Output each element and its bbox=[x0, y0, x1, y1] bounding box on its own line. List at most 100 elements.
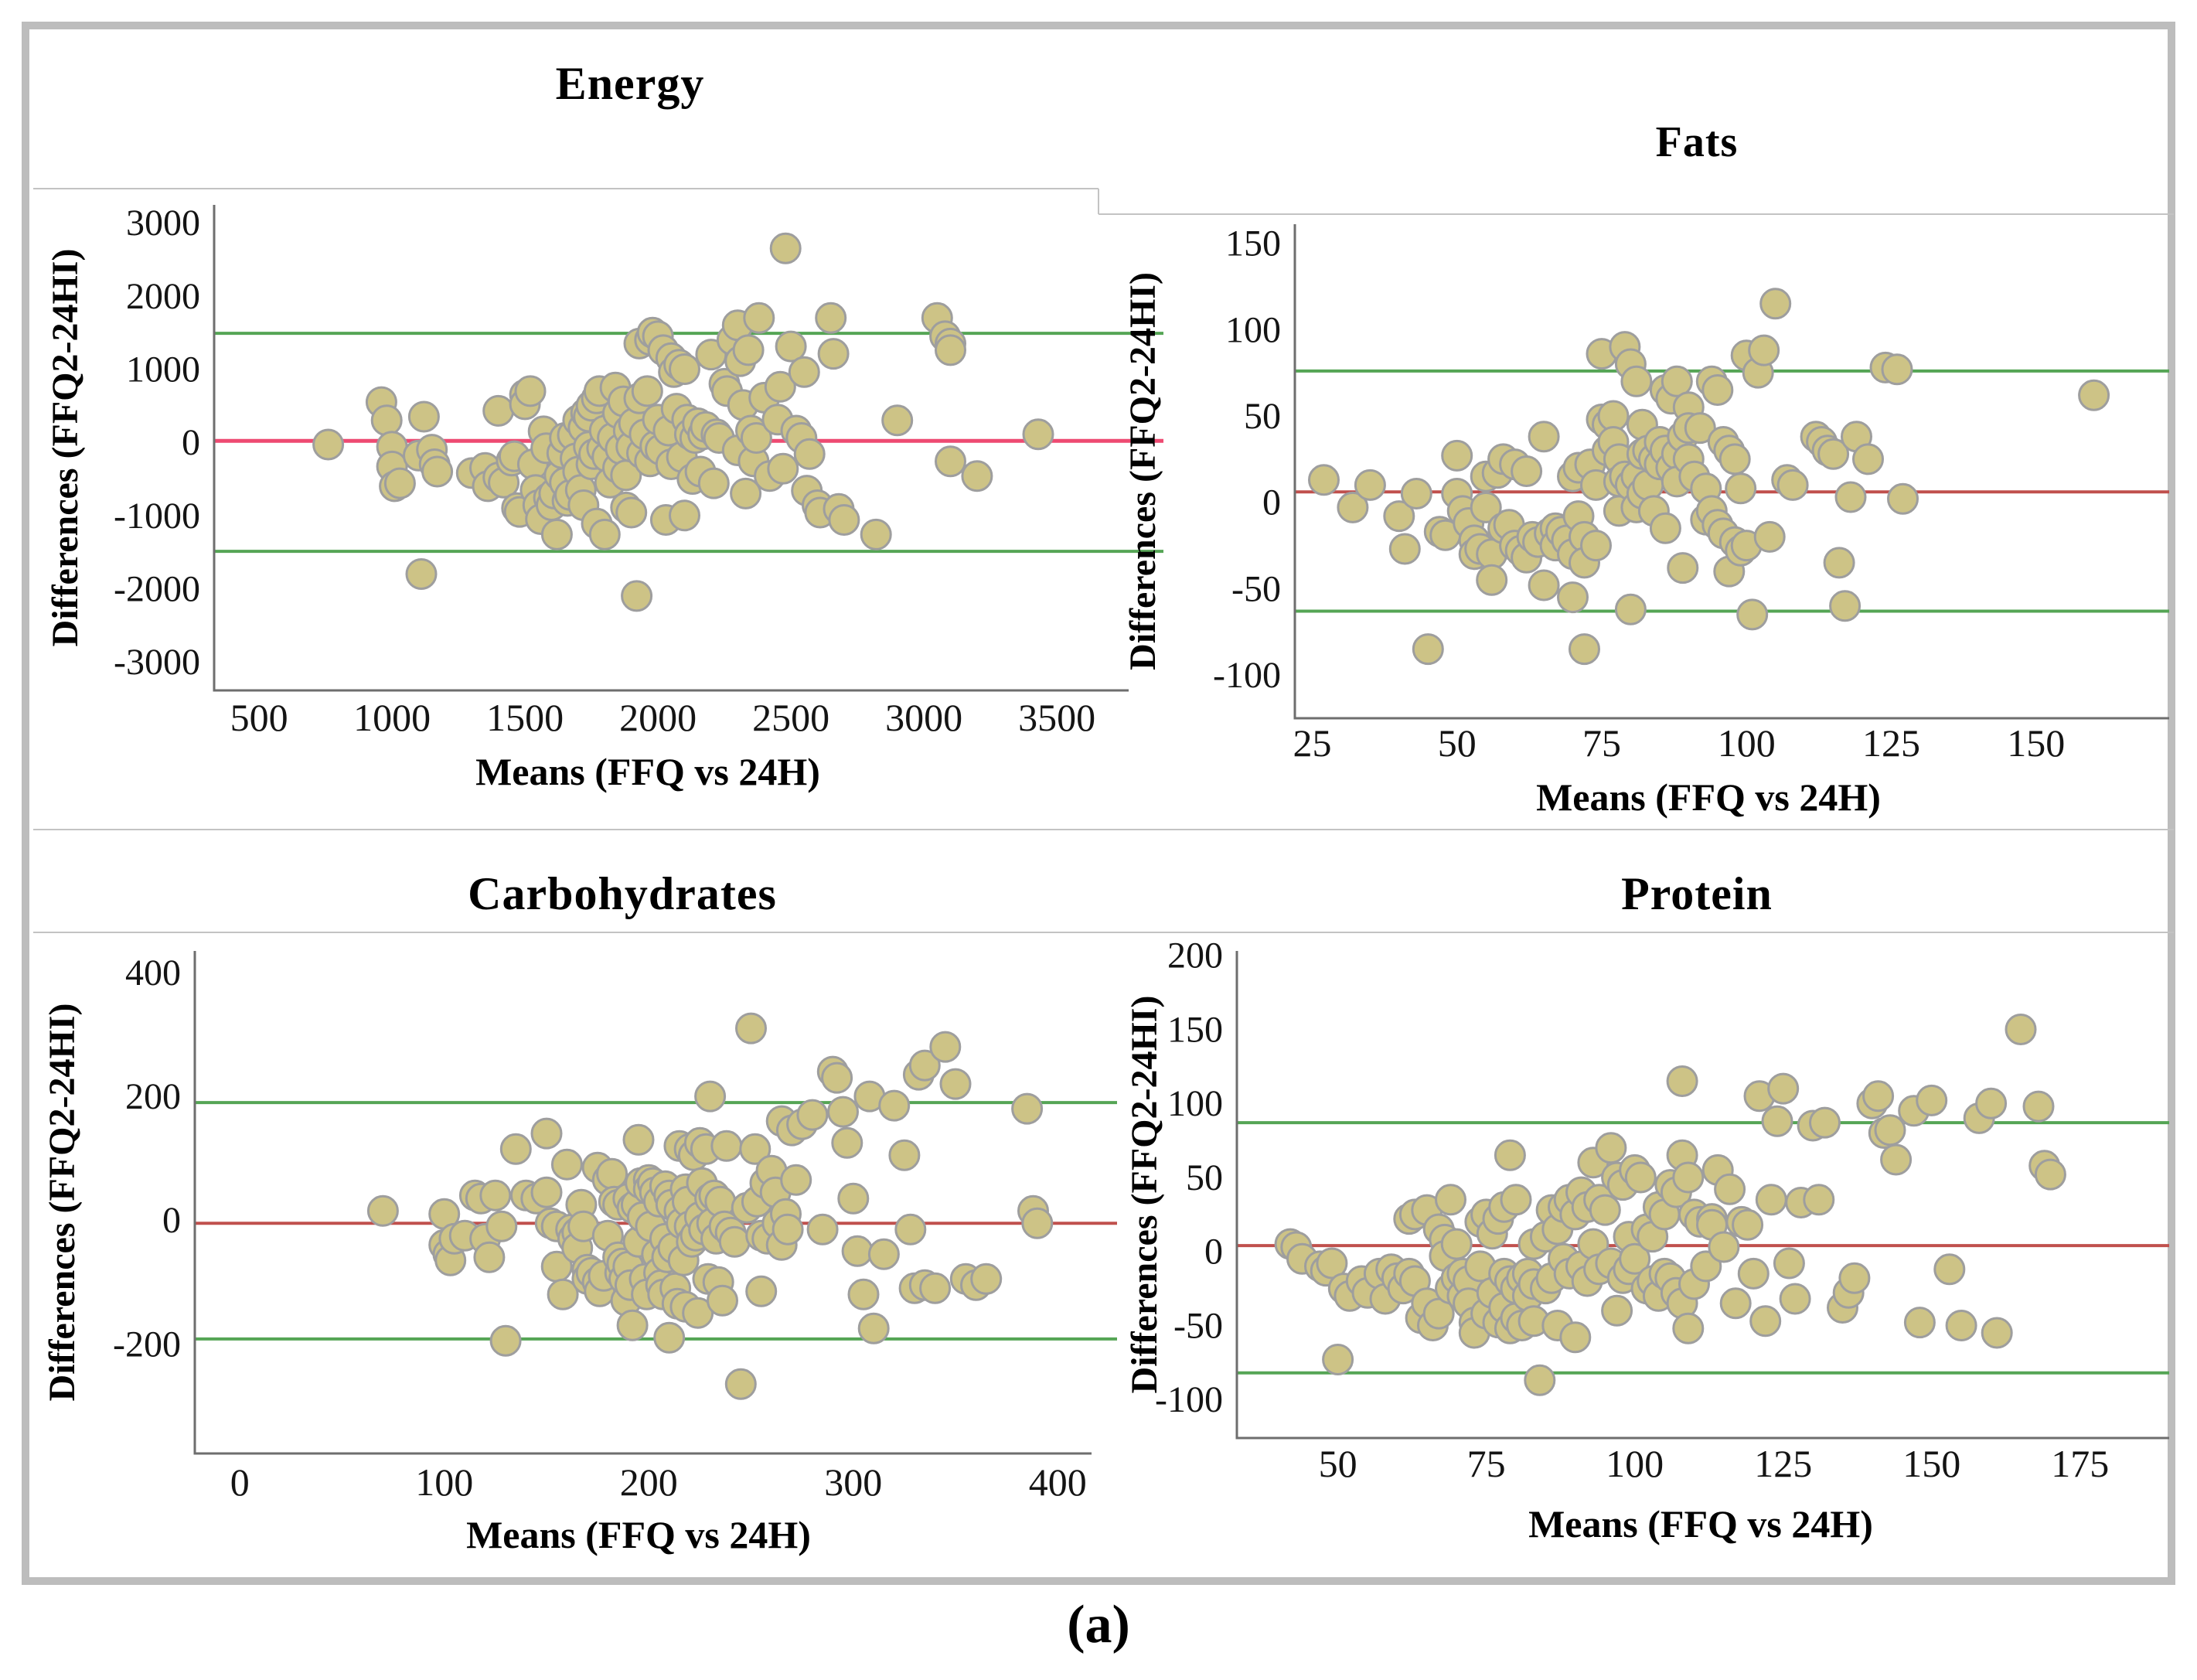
x-tick-label: 75 bbox=[1467, 1442, 1506, 1485]
y-tick-label: -100 bbox=[1213, 655, 1281, 696]
data-point bbox=[697, 467, 730, 499]
data-point bbox=[735, 1012, 767, 1044]
data-point bbox=[1753, 520, 1786, 553]
data-point bbox=[473, 1241, 506, 1273]
data-point bbox=[1589, 1194, 1621, 1226]
data-point bbox=[370, 404, 403, 437]
y-tick-label: 200 bbox=[1167, 935, 1223, 976]
data-point bbox=[780, 1164, 812, 1196]
data-point bbox=[1672, 1312, 1705, 1344]
data-point bbox=[1614, 593, 1647, 625]
data-point bbox=[732, 334, 765, 366]
figure-caption: (a) bbox=[1067, 1595, 1130, 1654]
data-point bbox=[366, 1194, 399, 1227]
data-point bbox=[739, 1133, 772, 1165]
data-point bbox=[489, 1324, 522, 1357]
data-point bbox=[929, 1031, 962, 1063]
data-point bbox=[1880, 1143, 1913, 1176]
data-point bbox=[669, 499, 700, 532]
y-axis-label: Differences (FFQ2-24HI) bbox=[42, 1004, 83, 1402]
x-tick-label: 2000 bbox=[619, 696, 697, 739]
data-point bbox=[908, 1049, 941, 1082]
data-point bbox=[1569, 633, 1600, 666]
data-point bbox=[499, 1133, 532, 1165]
x-tick-label: 0 bbox=[230, 1460, 250, 1504]
y-tick-label: 0 bbox=[1262, 482, 1281, 523]
data-point bbox=[1595, 1132, 1627, 1164]
x-axis-label: Means (FFQ vs 24H) bbox=[475, 750, 820, 793]
y-tick-label: 50 bbox=[1244, 396, 1281, 437]
data-point bbox=[767, 452, 799, 485]
y-tick-label: 100 bbox=[1167, 1083, 1223, 1124]
data-point bbox=[622, 1123, 655, 1156]
data-point bbox=[1903, 1307, 1936, 1339]
data-point bbox=[718, 1225, 751, 1258]
data-point bbox=[935, 445, 966, 478]
data-point bbox=[1823, 547, 1855, 579]
data-point bbox=[1494, 1139, 1526, 1171]
data-point bbox=[1755, 1184, 1787, 1216]
data-point bbox=[1829, 590, 1861, 622]
data-point bbox=[841, 1235, 874, 1267]
data-point bbox=[530, 1176, 563, 1208]
data-point bbox=[1776, 469, 1809, 501]
data-point bbox=[1718, 443, 1751, 475]
x-tick-label: 100 bbox=[1718, 721, 1776, 765]
y-tick-label: 2000 bbox=[126, 276, 200, 317]
x-tick-label: 50 bbox=[1438, 721, 1477, 765]
data-point bbox=[1759, 288, 1792, 320]
x-tick-label: 125 bbox=[1862, 721, 1920, 765]
data-point bbox=[961, 460, 993, 492]
x-tick-label: 3500 bbox=[1018, 696, 1095, 739]
x-axis-label: Means (FFQ vs 24H) bbox=[466, 1513, 811, 1556]
data-point bbox=[1528, 421, 1560, 453]
y-tick-label: 0 bbox=[162, 1200, 181, 1241]
y-tick-label: 3000 bbox=[126, 203, 200, 244]
data-point bbox=[1412, 633, 1444, 666]
data-point bbox=[970, 1263, 1003, 1295]
x-axis-label: Means (FFQ vs 24H) bbox=[1536, 775, 1881, 819]
data-point bbox=[530, 1117, 563, 1150]
data-point bbox=[1383, 500, 1415, 533]
x-tick-label: 150 bbox=[1902, 1442, 1960, 1485]
data-point bbox=[743, 302, 775, 334]
data-point bbox=[1524, 1364, 1556, 1396]
data-point bbox=[547, 1278, 579, 1310]
x-tick-label: 400 bbox=[1029, 1460, 1087, 1504]
data-point bbox=[837, 1182, 870, 1215]
data-point bbox=[1981, 1317, 2013, 1349]
data-point bbox=[817, 338, 850, 370]
data-point bbox=[1337, 491, 1369, 523]
data-point bbox=[772, 1213, 804, 1246]
data-point bbox=[831, 1126, 863, 1159]
data-point bbox=[1322, 1344, 1354, 1375]
data-point bbox=[764, 370, 796, 403]
data-point bbox=[1620, 365, 1653, 397]
data-point bbox=[1580, 530, 1612, 562]
data-point bbox=[616, 1309, 649, 1341]
data-point bbox=[1500, 1184, 1532, 1216]
data-point bbox=[775, 330, 807, 363]
axis-spine bbox=[1293, 224, 2169, 720]
data-point bbox=[1803, 1184, 1835, 1216]
data-point bbox=[740, 422, 772, 454]
data-point bbox=[1388, 533, 1421, 565]
data-point bbox=[1767, 1072, 1800, 1105]
data-point bbox=[1708, 1231, 1740, 1263]
data-point bbox=[857, 1312, 890, 1344]
data-point bbox=[615, 496, 648, 529]
y-tick-label: -50 bbox=[1173, 1305, 1223, 1346]
y-tick-label: 150 bbox=[1225, 223, 1281, 264]
data-point bbox=[793, 438, 826, 470]
data-point bbox=[1440, 1228, 1473, 1260]
data-point bbox=[730, 477, 762, 509]
y-tick-label: -1000 bbox=[114, 496, 200, 537]
data-point bbox=[405, 558, 438, 590]
y-tick-label: 400 bbox=[125, 952, 181, 993]
data-point bbox=[1862, 1080, 1895, 1113]
data-point bbox=[1667, 552, 1699, 584]
x-axis-label: Means (FFQ vs 24H) bbox=[1528, 1502, 1873, 1545]
data-point bbox=[1779, 1283, 1811, 1315]
x-tick-label: 3000 bbox=[885, 696, 962, 739]
y-tick-label: -50 bbox=[1231, 568, 1281, 609]
